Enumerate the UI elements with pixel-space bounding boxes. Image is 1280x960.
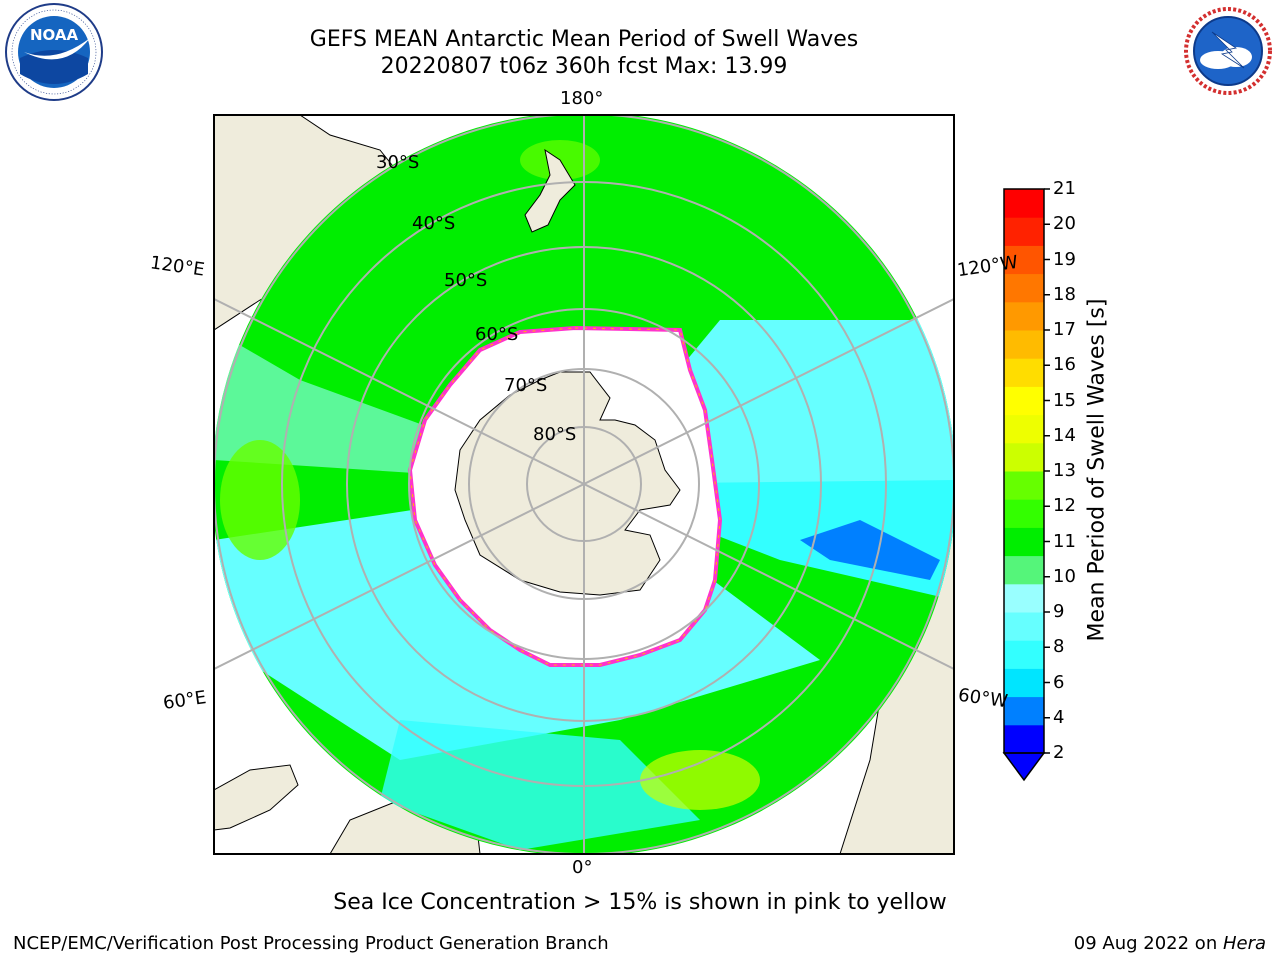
nws-logo — [1181, 4, 1275, 98]
colorbar-segment — [1004, 555, 1044, 585]
lat-label-30s: 30°S — [376, 152, 420, 173]
colorbar-segment — [1004, 724, 1044, 754]
colorbar-segment — [1004, 189, 1044, 218]
colorbar-segment — [1004, 414, 1044, 444]
colorbar-segment — [1004, 527, 1044, 557]
lat-label-80s: 80°S — [533, 424, 577, 445]
colorbar-tick-label: 18 — [1053, 283, 1076, 305]
colorbar-tick-label: 14 — [1053, 424, 1076, 446]
footer-machine: Hera — [1222, 933, 1266, 954]
colorbar-tick-label: 21 — [1053, 178, 1076, 199]
colorbar-segment — [1004, 245, 1044, 275]
colorbar-segment — [1004, 612, 1044, 641]
colorbar-extend-arrow — [1002, 752, 1046, 782]
lat-label-70s: 70°S — [504, 375, 548, 396]
colorbar-segment — [1004, 696, 1044, 726]
colorbar-segment — [1004, 442, 1044, 472]
lon-label-0: 0° — [572, 857, 593, 878]
noaa-logo-text: NOAA — [30, 26, 79, 44]
colorbar-segment — [1004, 668, 1044, 698]
colorbar-segment — [1004, 583, 1044, 613]
footer-credit: NCEP/EMC/Verification Post Processing Pr… — [13, 933, 609, 954]
land-antarctica — [454, 371, 681, 596]
colorbar-tick-label: 13 — [1053, 460, 1076, 481]
colorbar-tick-label: 8 — [1053, 636, 1065, 658]
colorbar-tick-label: 15 — [1053, 389, 1076, 411]
lat-label-60s: 60°S — [475, 324, 519, 345]
chart-subtitle: 20220807 t06z 360h fcst Max: 13.99 — [380, 54, 788, 79]
colorbar-label: Mean Period of Swell Waves [s] — [1084, 298, 1110, 642]
lon-label-180: 180° — [560, 88, 604, 109]
colorbar-tick-label: 19 — [1053, 248, 1076, 270]
colorbar-segment — [1004, 640, 1044, 669]
land-madagascar — [214, 764, 299, 831]
colorbar-tick-label: 9 — [1053, 601, 1065, 622]
colorbar-segment — [1004, 273, 1044, 303]
map-frame — [213, 114, 955, 855]
colorbar-tick-label: 16 — [1053, 354, 1076, 376]
lat-label-50s: 50°S — [444, 270, 488, 291]
longitude-gridlines — [214, 115, 954, 854]
colorbar-segment — [1004, 386, 1044, 416]
colorbar-segment — [1004, 330, 1044, 359]
colorbar — [1002, 188, 1050, 782]
colorbar-tick-label: 2 — [1053, 742, 1065, 763]
lat-label-40s: 40°S — [412, 213, 456, 234]
footer-date: 09 Aug 2022 on Hera — [1074, 933, 1266, 954]
colorbar-segment — [1004, 471, 1044, 500]
noaa-logo: NOAA — [5, 3, 103, 101]
colorbar-segment — [1004, 499, 1044, 528]
sea-ice-caption: Sea Ice Concentration > 15% is shown in … — [333, 890, 947, 915]
colorbar-tick-label: 6 — [1053, 671, 1065, 693]
colorbar-tick-label: 11 — [1053, 530, 1076, 552]
colorbar-tick-label: 20 — [1053, 213, 1076, 235]
colorbar-segment — [1004, 301, 1044, 331]
colorbar-segment — [1004, 358, 1044, 387]
colorbar-tick-label: 4 — [1053, 706, 1065, 728]
colorbar-tick-label: 10 — [1053, 565, 1076, 587]
colorbar-tick-label: 12 — [1053, 495, 1076, 517]
colorbar-tick-label: 17 — [1053, 319, 1076, 340]
chart-title: GEFS MEAN Antarctic Mean Period of Swell… — [309, 27, 859, 52]
footer-date-text: 09 Aug 2022 on — [1073, 933, 1223, 954]
colorbar-segment — [1004, 217, 1044, 246]
